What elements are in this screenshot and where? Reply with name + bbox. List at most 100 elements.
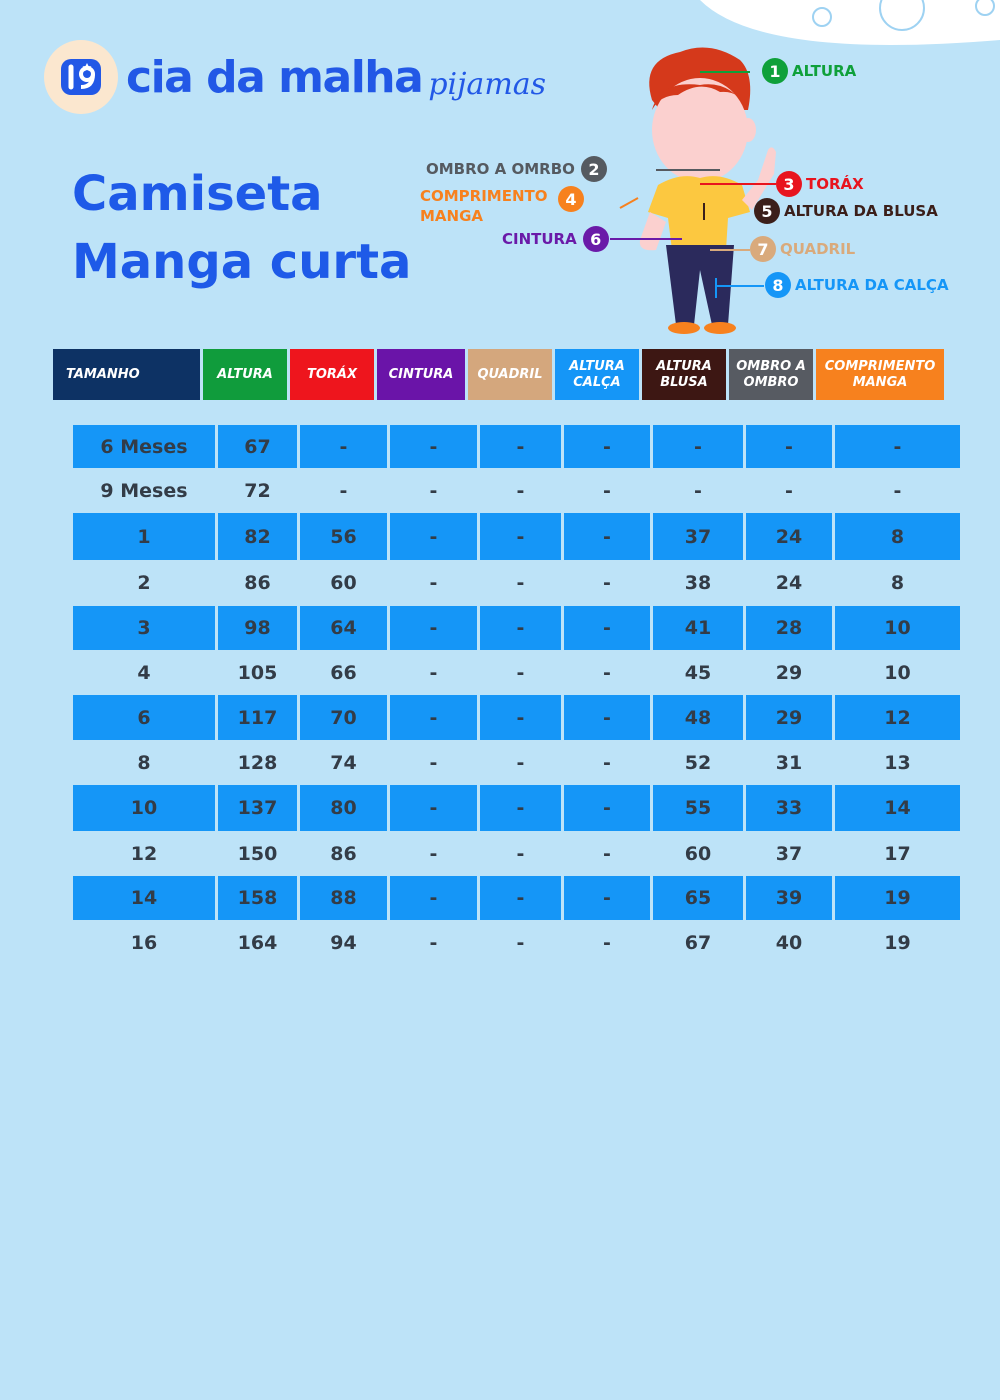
- measure-cell: 105: [237, 661, 278, 684]
- callout-label: OMBRO A OMRBO: [426, 160, 575, 178]
- title-line-2: Manga curta: [72, 234, 412, 290]
- header-altura-blusa: ALTURA BLUSA: [642, 349, 726, 400]
- size-cell: 16: [130, 931, 158, 954]
- measure-cell: 29: [775, 661, 803, 684]
- measure-cell: -: [516, 931, 525, 954]
- measure-cell: 37: [775, 842, 803, 865]
- measure-cell: -: [429, 931, 438, 954]
- measure-cell: 158: [218, 876, 297, 920]
- measure-cell: 128: [237, 751, 278, 774]
- callout-label: ALTURA DA CALÇA: [795, 276, 949, 294]
- callout-label: ALTURA DA BLUSA: [784, 202, 938, 220]
- measure-cell: 45: [684, 661, 712, 684]
- callout-ombro: OMBRO A OMRBO 2: [426, 156, 607, 182]
- size-cell: 4: [137, 661, 151, 684]
- measure-cell: -: [603, 661, 611, 684]
- measure-cell: -: [429, 479, 438, 502]
- header-altura-calca: ALTURA CALÇA: [555, 349, 639, 400]
- measure-cell: 24: [746, 513, 832, 560]
- measure-cell: -: [480, 513, 561, 560]
- callout-label: TORÁX: [806, 175, 864, 193]
- measure-cell: 14: [835, 785, 960, 831]
- measure-cell: -: [653, 425, 743, 468]
- measure-cell: -: [694, 479, 702, 502]
- measure-cell: 19: [884, 931, 911, 954]
- measure-cell: -: [516, 751, 525, 774]
- header-ombro: OMBRO A OMBRO: [729, 349, 813, 400]
- callout-number: 5: [754, 198, 780, 224]
- measure-cell: 74: [330, 751, 357, 774]
- measure-cell: -: [785, 479, 793, 502]
- table-row: 3 98 64- - -41 28 10: [73, 606, 961, 650]
- measure-cell: -: [480, 606, 561, 650]
- callout-quadril: 7 QUADRIL: [750, 236, 855, 262]
- measure-cell: 40: [775, 931, 803, 954]
- measure-cell: -: [603, 479, 611, 502]
- measure-cell: 10: [884, 661, 911, 684]
- measure-cell: 137: [218, 785, 297, 831]
- callout-altura: 1 ALTURA: [762, 58, 856, 84]
- measure-cell: 72: [244, 479, 271, 502]
- size-cell: 6: [73, 695, 215, 740]
- measure-cell: 39: [746, 876, 832, 920]
- measure-cell: -: [390, 606, 477, 650]
- measure-cell: 28: [746, 606, 832, 650]
- measure-cell: -: [390, 425, 477, 468]
- measure-cell: -: [300, 425, 387, 468]
- measure-cell: 64: [300, 606, 387, 650]
- measure-cell: 86: [330, 842, 357, 865]
- measure-cell: -: [390, 876, 477, 920]
- measure-cell: -: [390, 513, 477, 560]
- measure-cell: 38: [684, 572, 712, 594]
- measure-cell: 31: [775, 751, 803, 774]
- size-cell: 14: [73, 876, 215, 920]
- measure-cell: -: [390, 785, 477, 831]
- callout-number: 1: [762, 58, 788, 84]
- measure-cell: 80: [300, 785, 387, 831]
- measure-cell: -: [516, 572, 525, 594]
- header-quadril: QUADRIL: [468, 349, 552, 400]
- measure-cell: 98: [218, 606, 297, 650]
- table-row: 2 86 60 - - - 38 24 8: [73, 560, 961, 606]
- measure-cell: -: [603, 751, 611, 774]
- size-table: 6 Meses 67- - - - - - -9 Meses 72- - - - - - -1 82 56- - -…: [73, 425, 961, 965]
- size-cell: 8: [137, 751, 151, 774]
- measure-cell: 24: [775, 572, 803, 594]
- table-row: 9 Meses 72 - - - - - - -: [73, 468, 961, 513]
- measure-cell: 117: [218, 695, 297, 740]
- table-header: TAMANHO ALTURA TORÁX CINTURA QUADRIL ALT…: [53, 349, 944, 400]
- measure-cell: 150: [237, 842, 278, 865]
- callout-label: COMPRIMENTO MANGA: [420, 187, 548, 225]
- measure-cell: -: [429, 572, 438, 594]
- callout-number: 7: [750, 236, 776, 262]
- title-line-1: Camiseta: [72, 166, 323, 222]
- size-cell: 6 Meses: [73, 425, 215, 468]
- measure-cell: 94: [330, 931, 357, 954]
- measure-cell: 55: [653, 785, 743, 831]
- bubble-decoration: [700, 0, 1000, 45]
- measure-cell: 13: [884, 751, 911, 774]
- measure-cell: -: [893, 479, 902, 502]
- brand-name: cia da malha: [126, 51, 424, 103]
- table-row: 1 82 56- - -37 24 8: [73, 513, 961, 560]
- measure-cell: 66: [330, 661, 357, 684]
- table-row: 10 137 80- - -55 33 14: [73, 785, 961, 831]
- brand-logo: cia da malha pijamas: [44, 40, 546, 114]
- size-cell: 1: [73, 513, 215, 560]
- measure-cell: 12: [835, 695, 960, 740]
- measure-cell: -: [480, 695, 561, 740]
- callout-cintura: CINTURA 6: [502, 226, 609, 252]
- measure-cell: -: [480, 876, 561, 920]
- measure-cell: -: [564, 876, 650, 920]
- measure-cell: 8: [835, 513, 960, 560]
- measure-cell: 8: [890, 572, 905, 594]
- measure-cell: 37: [653, 513, 743, 560]
- measure-cell: 70: [300, 695, 387, 740]
- callout-comprimento: COMPRIMENTO MANGA 4: [420, 186, 584, 226]
- page-title: Camiseta Manga curta: [72, 160, 411, 296]
- measure-cell: 29: [746, 695, 832, 740]
- measure-cell: -: [480, 425, 561, 468]
- measure-cell: -: [564, 695, 650, 740]
- size-cell: 10: [73, 785, 215, 831]
- measure-cell: 19: [835, 876, 960, 920]
